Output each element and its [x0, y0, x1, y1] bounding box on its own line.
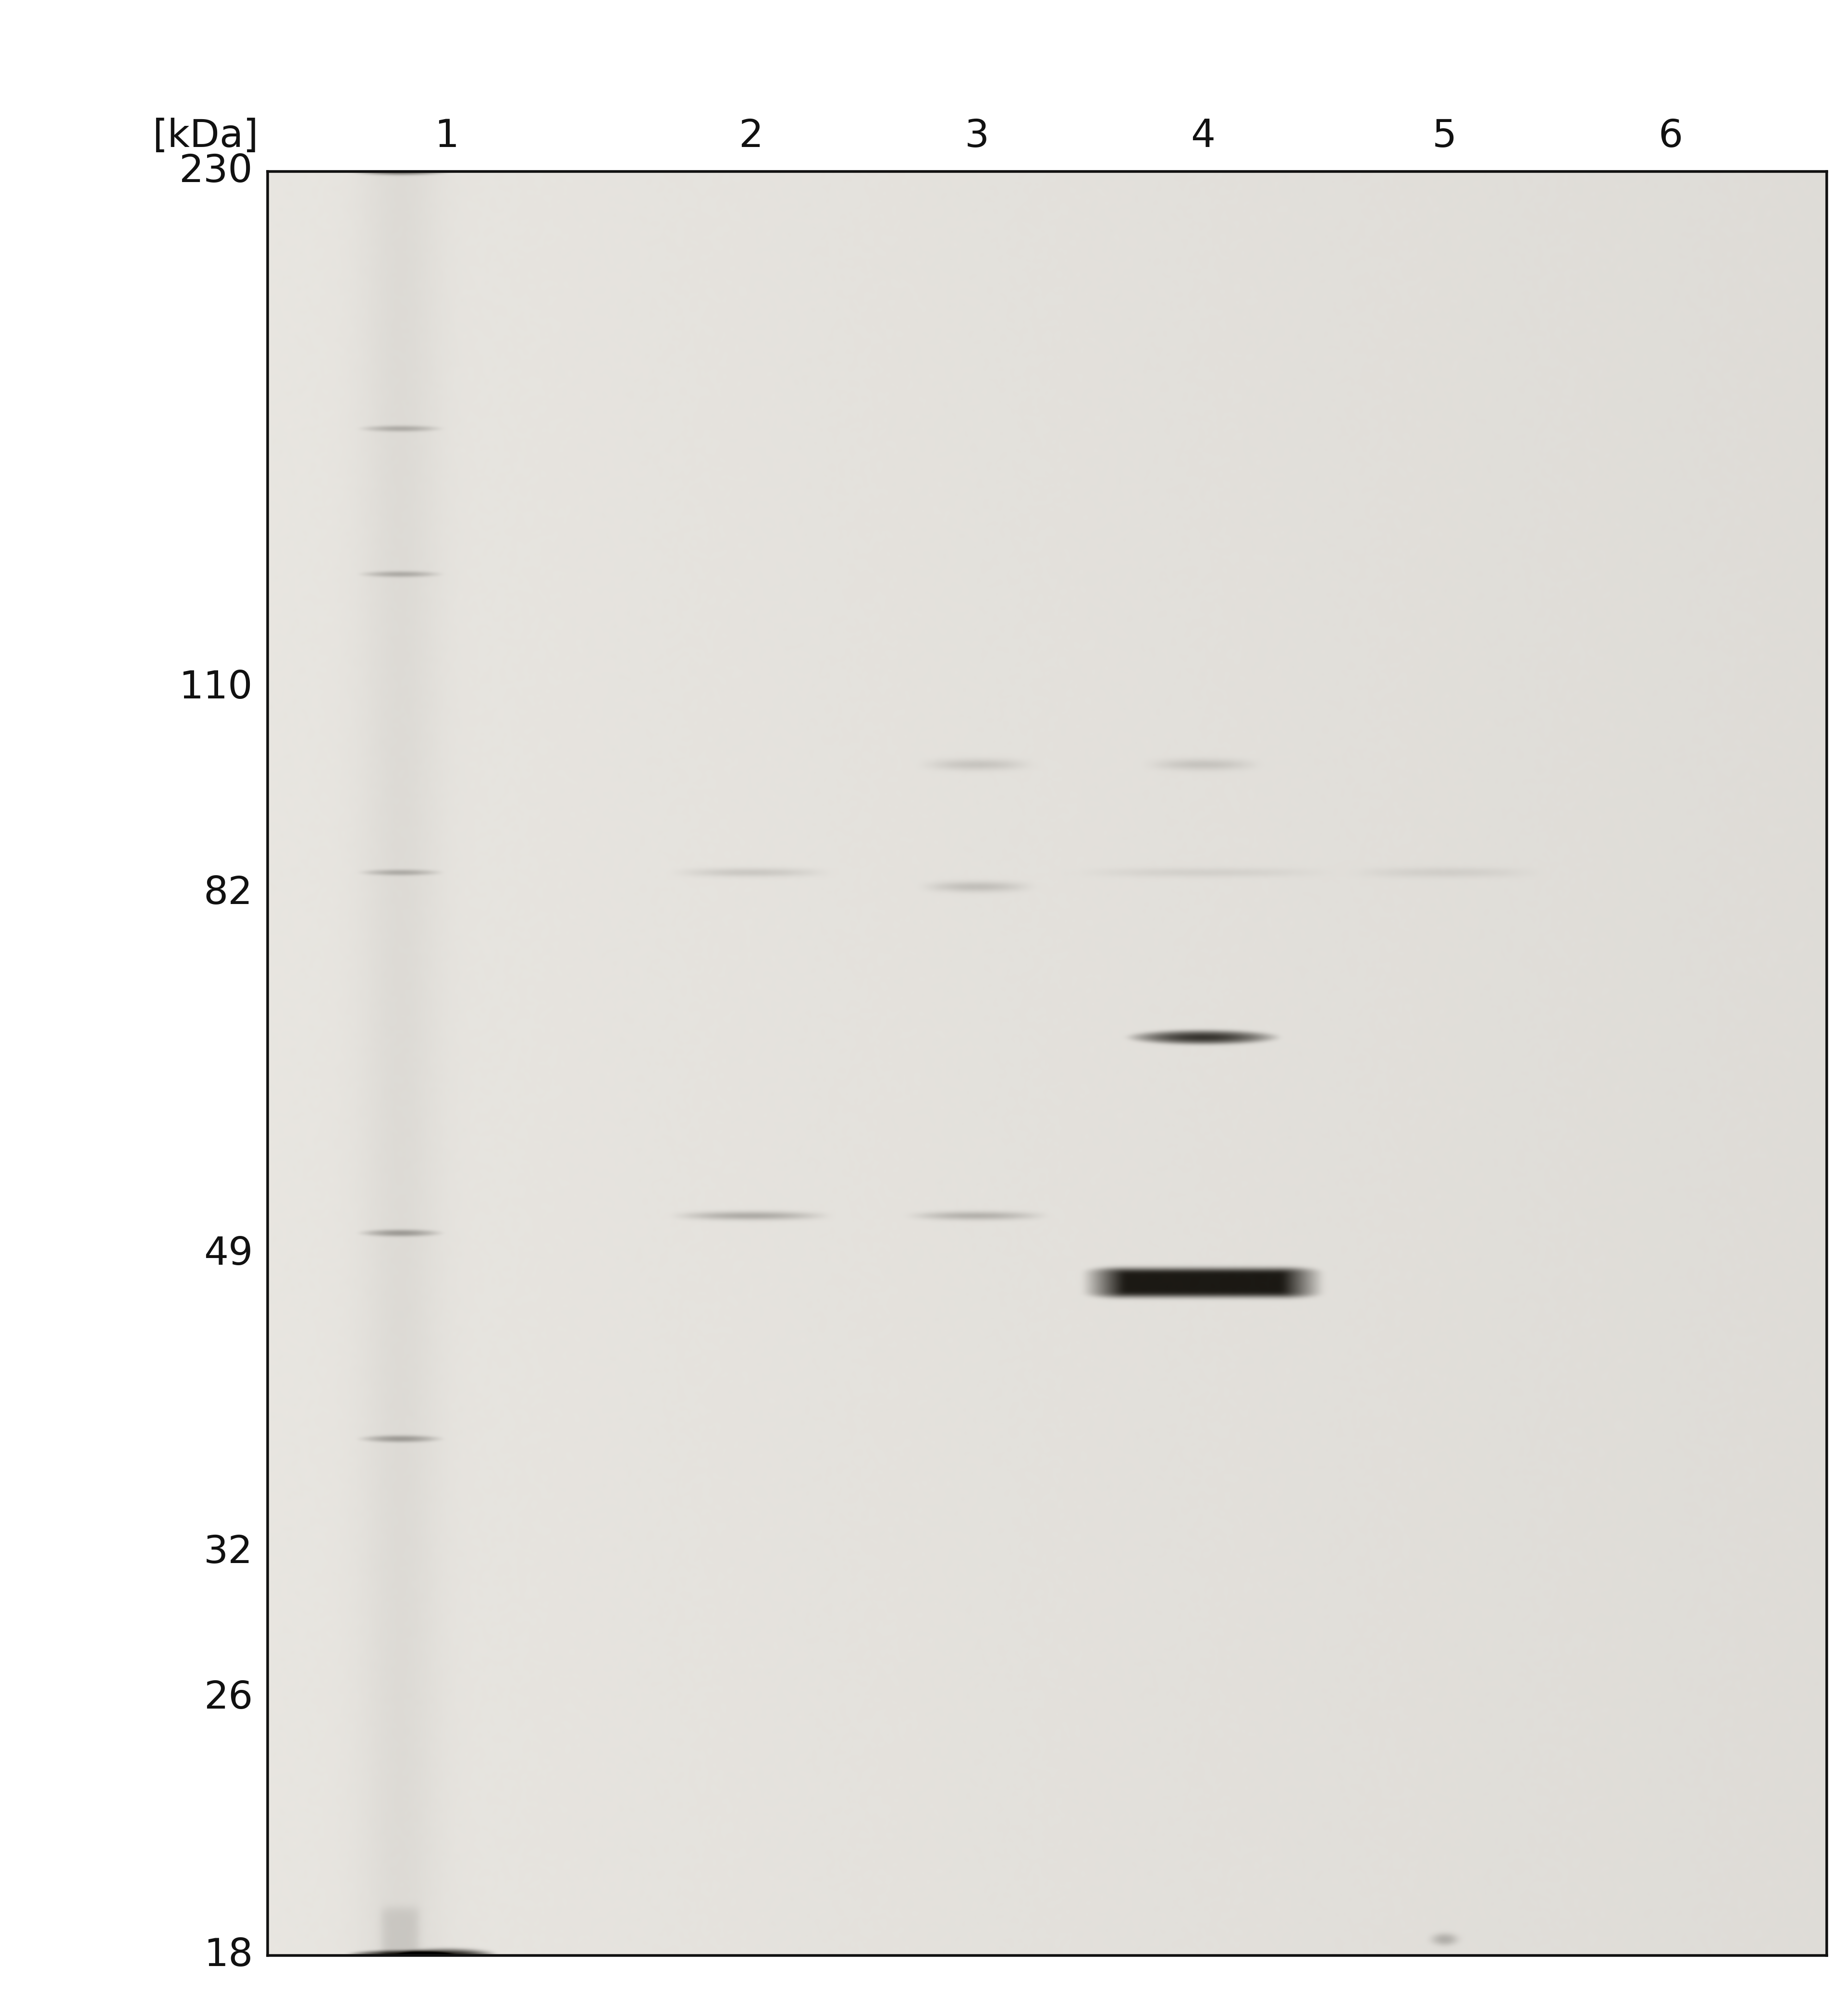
Text: 3: 3: [965, 117, 989, 155]
Text: 32: 32: [203, 1534, 253, 1570]
Text: 1: 1: [435, 117, 459, 155]
Text: 5: 5: [1432, 117, 1458, 155]
Text: 2: 2: [738, 117, 764, 155]
Text: 230: 230: [179, 153, 253, 190]
Text: 49: 49: [203, 1236, 253, 1272]
Text: [kDa]: [kDa]: [153, 117, 258, 155]
Text: 4: 4: [1190, 117, 1216, 155]
Text: 18: 18: [203, 1937, 253, 1974]
Text: 82: 82: [203, 875, 253, 913]
Text: 26: 26: [203, 1679, 253, 1718]
Text: 6: 6: [1659, 117, 1683, 155]
Text: 110: 110: [179, 669, 253, 708]
